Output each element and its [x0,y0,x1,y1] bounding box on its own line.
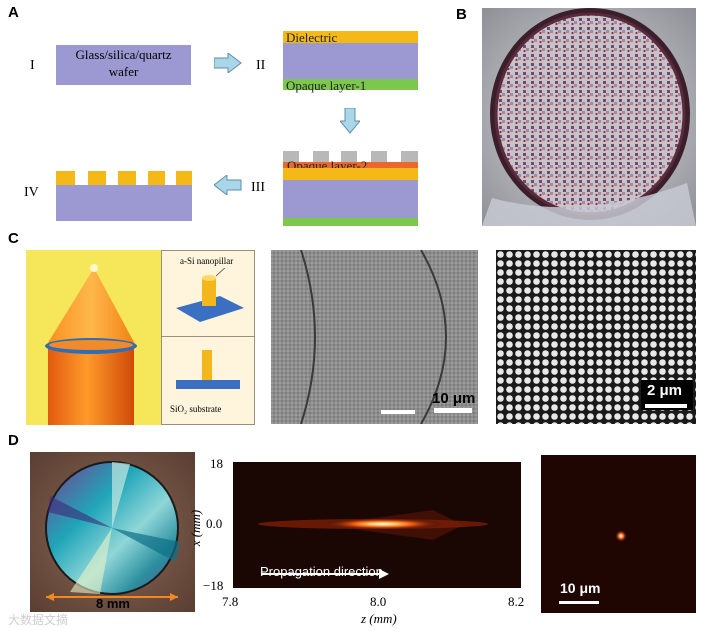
sem1-scale-bar [434,408,472,413]
nanopillar-side-icon [176,350,240,389]
dielectric-pillars [56,171,192,185]
nanopillar-label: a-Si nanopillar [180,256,234,266]
x-axis-label: z (mm) [361,611,397,626]
y-tick-mid: 0.0 [206,516,223,531]
opaque-layer-2-pattern [283,151,418,162]
sem-image-low-mag [271,250,478,424]
wafer-photo [482,8,696,226]
wafer-block [56,45,191,85]
x-tick-left: 7.8 [222,594,239,609]
step-iii-label: III [251,180,265,195]
wafer-label: Glass/silica/quartz wafer [75,47,172,79]
nanopillar-3d-icon [176,268,244,322]
arrow-right-icon [214,53,242,73]
propagation-label: Propagation direction [260,564,383,579]
sem1-scale-label: 10 μm [432,390,476,407]
y-tick-top: 18 [210,456,223,471]
substrate-layer-4 [56,185,192,221]
propagation-intensity-plot [233,462,521,588]
arrow-left-icon [214,175,242,195]
sem2-scale-bar [645,404,687,408]
opaque-layer-1-label: Opaque layer-1 [286,78,367,93]
y-axis-label: x (mm) [188,510,204,546]
metalens-illustration [26,250,161,425]
focal-spot-image [541,455,696,613]
x-tick-right: 8.2 [508,594,525,609]
substrate-layer [283,43,418,79]
panel-label-a: A [8,4,19,21]
watermark: 大数据文摘 [8,613,69,627]
panel-label-c: C [8,230,19,247]
dielectric-layer [283,31,418,43]
arrow-down-icon [340,108,360,134]
x-tick-mid: 8.0 [370,594,387,609]
substrate-layer-3 [283,180,418,218]
y-tick-bottom: −18 [203,578,224,593]
dielectric-layer-3 [283,168,418,180]
panel-label-d: D [8,432,19,449]
step-ii-label: II [256,58,266,73]
substrate-label: SiO₂ substrate [170,404,222,414]
step-i-label: I [30,58,35,73]
opaque-layer-1-step3 [283,218,418,226]
focal-scale-label: 10 μm [560,580,601,596]
dielectric-label: Dielectric [286,30,338,45]
y-axis-label-text: x (mm) [188,509,204,547]
metalens-photo [30,452,195,612]
panel-label-b: B [456,6,467,23]
opaque-layer-2 [283,162,418,168]
sem2-scale-label: 2 μm [647,382,683,399]
step-iv-label: IV [24,185,39,200]
opaque-layer-1 [283,79,418,90]
diameter-label: 8 mm [96,596,130,611]
